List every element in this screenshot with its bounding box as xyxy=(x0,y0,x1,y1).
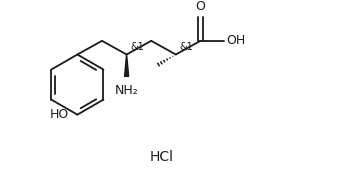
Text: NH₂: NH₂ xyxy=(115,84,139,97)
Text: OH: OH xyxy=(226,34,245,47)
Text: &1: &1 xyxy=(180,42,193,52)
Text: O: O xyxy=(196,0,205,13)
Text: &1: &1 xyxy=(130,42,144,52)
Polygon shape xyxy=(125,54,129,76)
Text: HO: HO xyxy=(50,108,69,121)
Text: HCl: HCl xyxy=(149,150,173,164)
